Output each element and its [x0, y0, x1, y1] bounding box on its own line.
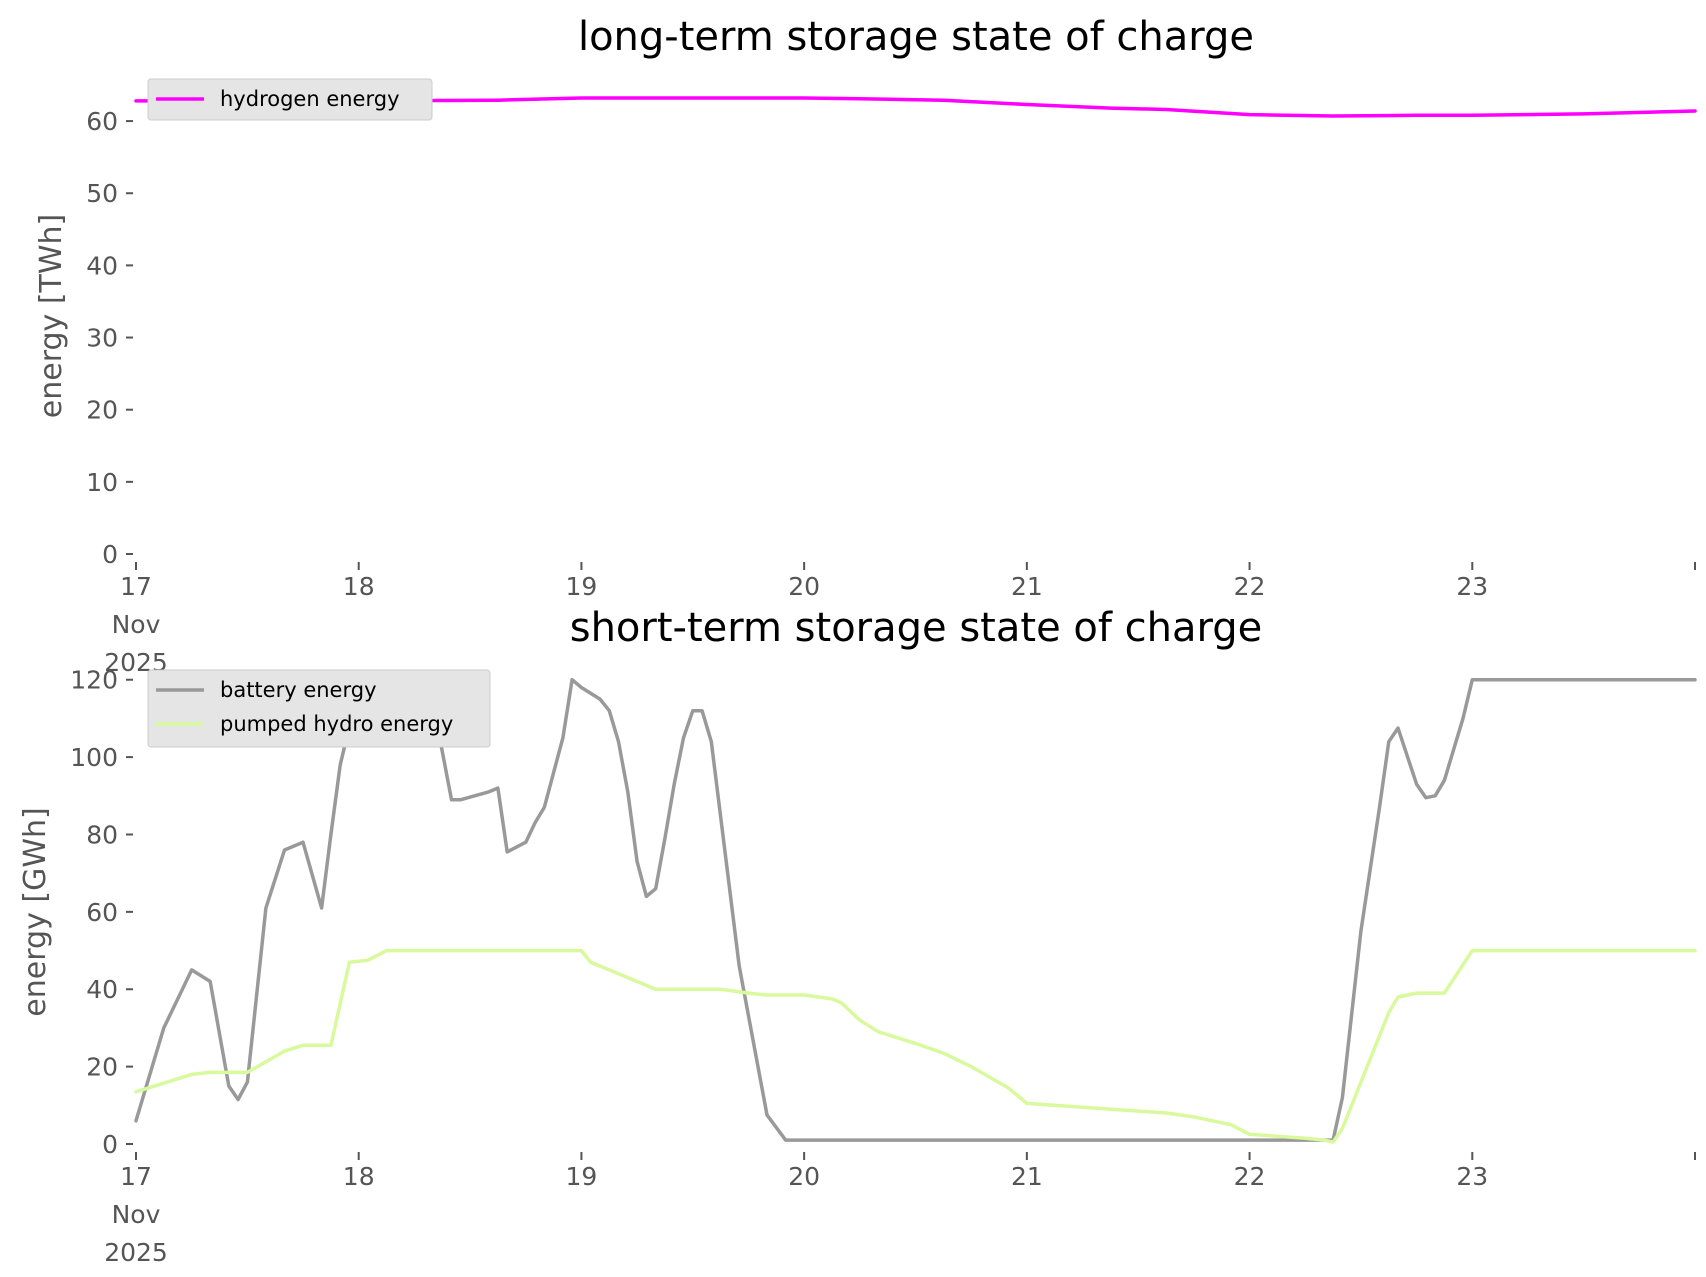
- x-tick-label: 19: [566, 572, 598, 601]
- series-line-hydrogen-energy: [134, 96, 1697, 118]
- x-tick-label: 22: [1234, 572, 1266, 601]
- x-tick-label: 22: [1234, 1162, 1266, 1191]
- y-tick-label: 10: [86, 468, 118, 497]
- chart-title-long-term: long-term storage state of charge: [578, 14, 1254, 60]
- y-axis-label-gwh: energy [GWh]: [18, 807, 53, 1016]
- y-tick-label: 100: [70, 743, 118, 772]
- y-tick-label: 0: [102, 540, 118, 569]
- series-line-pumped-hydro-energy: [134, 948, 1697, 1144]
- x-axis-ticks: 17 Nov 2025 18 19 20 21 22 23: [104, 562, 1696, 677]
- y-axis-ticks: 0 10 20 30 40 50 60: [86, 107, 133, 569]
- series-line-battery-energy: [134, 677, 1697, 1142]
- series-lines: [134, 96, 1697, 118]
- y-tick-label: 20: [86, 396, 118, 425]
- chart-title-short-term: short-term storage state of charge: [570, 605, 1263, 651]
- x-tick-label: 20: [788, 1162, 820, 1191]
- legend[interactable]: battery energy pumped hydro energy: [147, 669, 491, 748]
- y-tick-label: 50: [86, 179, 118, 208]
- y-tick-label: 60: [86, 107, 118, 136]
- y-tick-label: 30: [86, 324, 118, 353]
- series-lines: [134, 677, 1697, 1144]
- y-tick-label: 80: [86, 820, 118, 849]
- y-axis-label-twh: energy [TWh]: [34, 214, 69, 418]
- y-tick-label: 0: [102, 1130, 118, 1159]
- legend[interactable]: hydrogen energy: [147, 78, 433, 121]
- legend-label: battery energy: [220, 678, 377, 702]
- legend-box: [147, 78, 433, 121]
- x-tick-label: 21: [1011, 1162, 1043, 1191]
- x-axis-ticks: 17 Nov 2025 18 19 20 21 22 23: [104, 1152, 1696, 1267]
- legend-box: [147, 669, 491, 748]
- x-tick-label: 19: [566, 1162, 598, 1191]
- x-tick-label: 23: [1456, 572, 1488, 601]
- x-tick-label: 20: [788, 572, 820, 601]
- x-tick-label: 17 Nov 2025: [104, 1162, 168, 1267]
- y-axis-ticks: 0 20 40 60 80 100 120: [70, 666, 133, 1159]
- y-tick-label: 120: [70, 666, 118, 695]
- long-term-storage-chart: long-term storage state of charge energy…: [34, 14, 1697, 677]
- short-term-storage-chart: short-term storage state of charge energ…: [18, 605, 1697, 1267]
- y-tick-label: 60: [86, 898, 118, 927]
- x-tick-label: 17 Nov 2025: [104, 572, 168, 677]
- y-tick-label: 20: [86, 1053, 118, 1082]
- legend-label: hydrogen energy: [220, 87, 400, 111]
- y-tick-label: 40: [86, 251, 118, 280]
- x-tick-label: 21: [1011, 572, 1043, 601]
- x-tick-label: 18: [343, 572, 375, 601]
- x-tick-label: 23: [1456, 1162, 1488, 1191]
- legend-label: pumped hydro energy: [220, 712, 453, 736]
- y-tick-label: 40: [86, 975, 118, 1004]
- x-tick-label: 18: [343, 1162, 375, 1191]
